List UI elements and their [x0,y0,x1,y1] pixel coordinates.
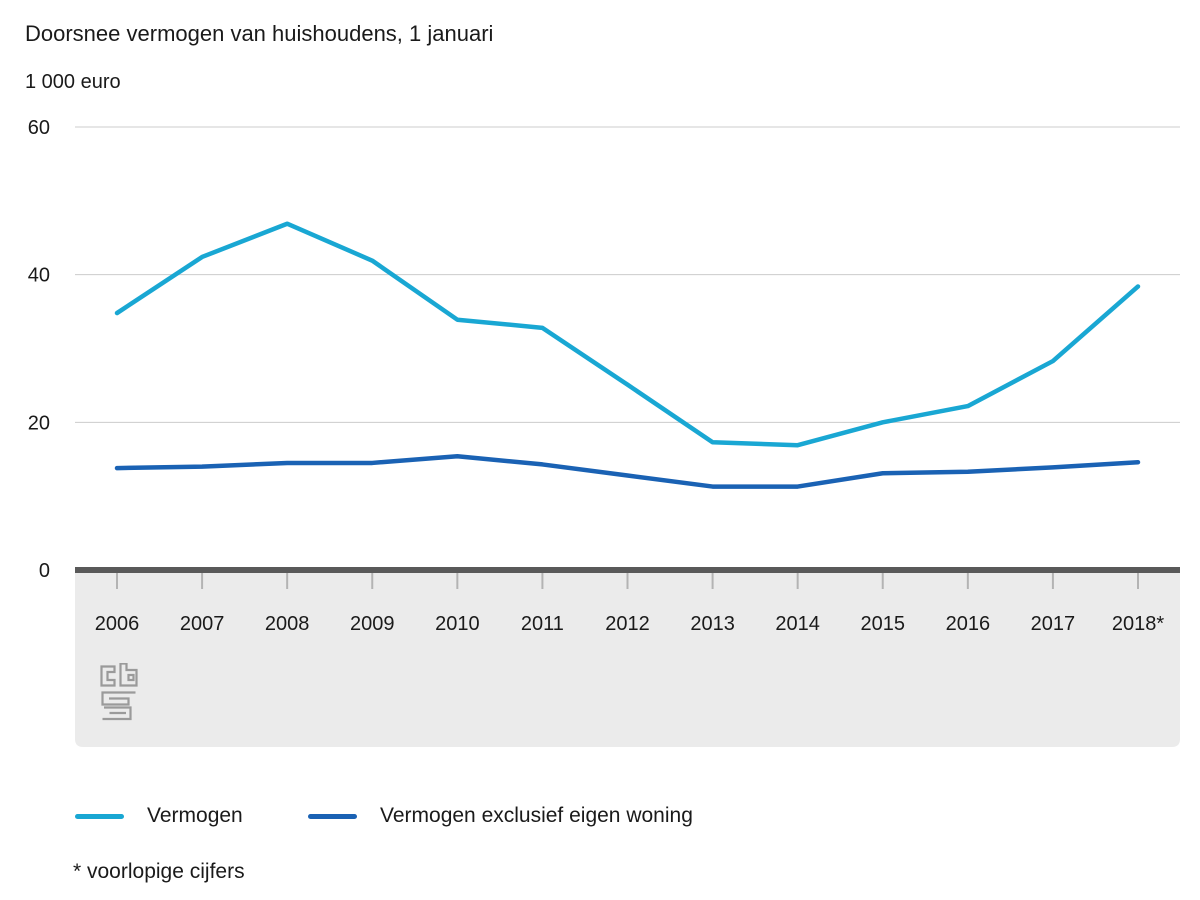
x-axis-tick-label-2010: 2010 [435,613,480,635]
x-axis-tick-label-2009: 2009 [350,613,395,635]
y-axis-tick-label-0: 0 [39,560,50,582]
x-axis-tick-label-2007: 2007 [180,613,225,635]
y-axis-tick-label-40: 40 [28,265,50,287]
cbs-logo-letter-s-bottom [102,706,132,721]
x-axis-tick-label-2006: 2006 [95,613,140,635]
legend-label-vermogen-exclusief: Vermogen exclusief eigen woning [380,804,693,827]
x-axis-tick-label-2018: 2018* [1112,613,1164,635]
x-axis-tick-label-2016: 2016 [946,613,991,635]
y-axis-tick-label-20: 20 [28,412,50,434]
legend-swatch-vermogen [75,813,124,819]
x-axis-tick-label-2011: 2011 [521,613,564,635]
legend-item-vermogen: Vermogen [75,803,243,829]
legend-item-vermogen-exclusief: Vermogen exclusief eigen woning [308,803,693,829]
cbs-logo [100,663,138,721]
cbs-logo-letter-b-dot [127,673,135,682]
x-axis-tick-label-2012: 2012 [605,613,650,635]
cbs-logo-letter-s-top [101,691,136,706]
y-axis-tick-label-60: 60 [28,117,50,139]
chart-unit-label: 1 000 euro [25,71,121,93]
legend-label-vermogen: Vermogen [147,804,243,827]
line-chart: 0 20 40 60 2006 2007 2008 2009 2010 2011 2012 2013 2… [28,117,1180,747]
x-axis-tick-label-2008: 2008 [265,613,310,635]
line-series-vermogen-exclusief-eigen-woning [114,454,1141,489]
x-axis-tick-label-2014: 2014 [775,613,820,635]
line-series-vermogen [114,221,1141,448]
cbs-logo-letter-b [119,663,138,687]
axis-band [75,570,1180,747]
chart-legend: Vermogen Vermogen exclusief eigen woning [0,803,1200,829]
zero-axis-line [75,567,1180,573]
footnote-provisional-figures: * voorlopige cijfers [73,860,245,883]
legend-swatch-vermogen-exclusief [308,813,357,819]
x-axis-tick-label-2013: 2013 [690,613,735,635]
cbs-logo-letter-c [100,665,116,687]
x-axis-tick-label-2017: 2017 [1031,613,1076,635]
x-axis-tick-label-2015: 2015 [860,613,905,635]
chart-title: Doorsnee vermogen van huishoudens, 1 jan… [25,21,494,46]
